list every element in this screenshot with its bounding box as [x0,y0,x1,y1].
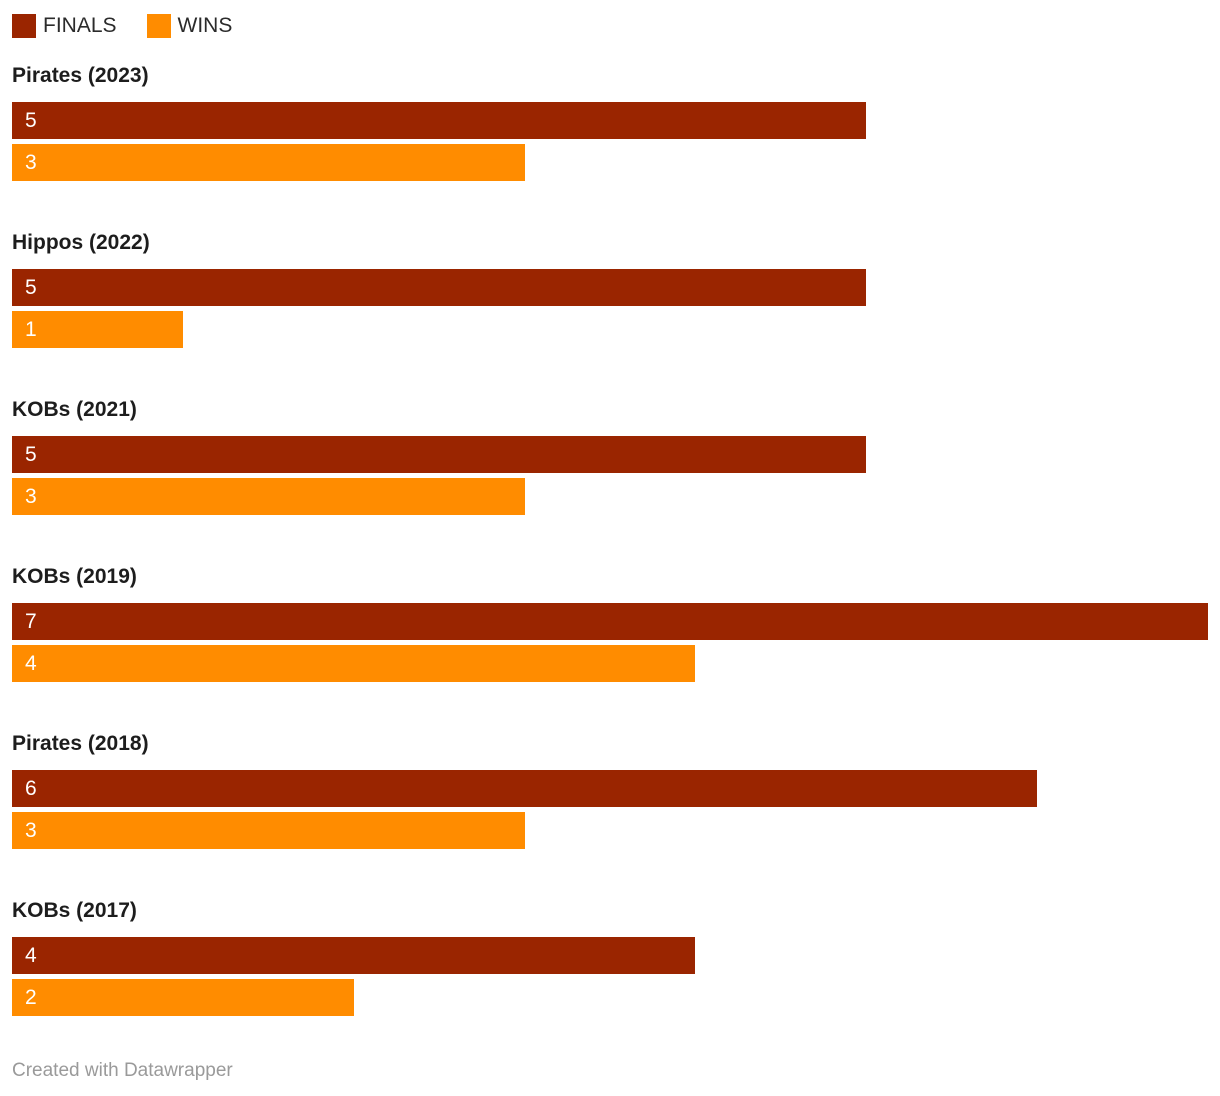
bar-chart: FINALS WINS Pirates (2023) 5 3 Hippos (2… [12,14,1208,1016]
wins-bar: 3 [12,478,525,515]
group-label: KOBs (2021) [12,398,137,421]
finals-swatch-icon [12,14,36,38]
group-label: Pirates (2018) [12,732,149,755]
chart-group: Pirates (2018) 6 3 [12,732,1208,849]
bar-value-label: 4 [25,944,37,967]
finals-bar: 5 [12,269,867,306]
attribution-text: Created with Datawrapper [12,1060,233,1081]
group-label: KOBs (2017) [12,899,137,922]
bar-value-label: 3 [25,151,37,174]
wins-bar: 1 [12,311,183,348]
bar-value-label: 5 [25,443,37,466]
finals-bar: 6 [12,770,1038,807]
bar-value-label: 6 [25,777,37,800]
bar-value-label: 3 [25,819,37,842]
group-label: KOBs (2019) [12,565,137,588]
bar-value-label: 7 [25,610,37,633]
wins-bar: 3 [12,144,525,181]
wins-bar: 4 [12,645,696,682]
chart-legend: FINALS WINS [12,14,1208,38]
finals-bar: 7 [12,603,1208,640]
legend-item-wins: WINS [146,14,233,38]
bar-value-label: 4 [25,652,37,675]
wins-bar: 3 [12,812,525,849]
chart-group: KOBs (2017) 4 2 [12,899,1208,1016]
finals-bar: 5 [12,102,867,139]
legend-item-finals: FINALS [12,14,117,38]
chart-group: Hippos (2022) 5 1 [12,231,1208,348]
bar-value-label: 5 [25,276,37,299]
group-label: Hippos (2022) [12,231,150,254]
chart-group: KOBs (2019) 7 4 [12,565,1208,682]
bar-value-label: 2 [25,986,37,1009]
chart-group: KOBs (2021) 5 3 [12,398,1208,515]
wins-bar: 2 [12,979,354,1016]
bar-value-label: 3 [25,485,37,508]
legend-label-wins: WINS [177,14,233,37]
finals-bar: 5 [12,436,867,473]
bar-value-label: 1 [25,318,37,341]
finals-bar: 4 [12,937,696,974]
wins-swatch-icon [146,14,171,38]
group-label: Pirates (2023) [12,64,149,87]
bar-value-label: 5 [25,109,37,132]
chart-group: Pirates (2023) 5 3 [12,64,1208,181]
legend-label-finals: FINALS [43,14,117,37]
